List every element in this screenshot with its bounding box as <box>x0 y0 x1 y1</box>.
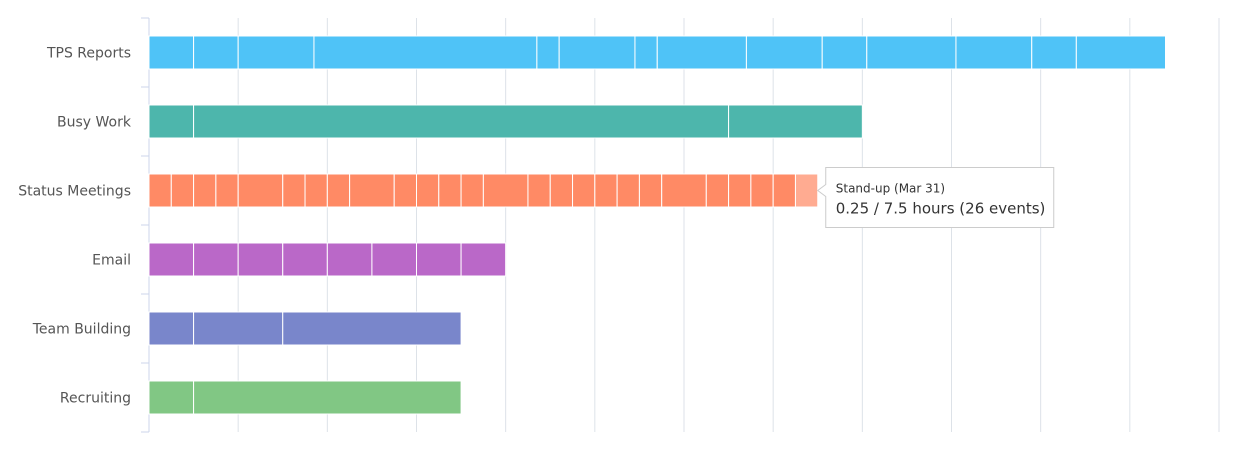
bar-segment[interactable] <box>148 311 195 346</box>
bar-segment[interactable] <box>148 380 195 415</box>
bar-area <box>148 35 1167 415</box>
bar-segment[interactable] <box>482 173 529 208</box>
bar-segment[interactable] <box>438 173 462 208</box>
bar-segment[interactable] <box>728 104 863 139</box>
bar-segment[interactable] <box>821 35 868 70</box>
category-label: Busy Work <box>57 115 132 131</box>
tooltip-title: Stand-up (Mar 31) <box>836 182 945 196</box>
bar-segment[interactable] <box>148 173 172 208</box>
bar-segment[interactable] <box>148 104 195 139</box>
bar-segment[interactable] <box>237 35 315 70</box>
bar-segment[interactable] <box>661 173 707 208</box>
bar-segment[interactable] <box>416 242 462 277</box>
category-label: Status Meetings <box>18 184 131 200</box>
bar-segment[interactable] <box>193 104 730 139</box>
bar-segment[interactable] <box>282 173 306 208</box>
grid-lines <box>237 18 1220 432</box>
category-label: Email <box>92 253 131 269</box>
bar-segment[interactable] <box>304 173 328 208</box>
bar-segment[interactable] <box>460 242 507 277</box>
category-axis: TPS Reports Busy Work Status Meetings Email… <box>18 17 150 433</box>
bar-segment[interactable] <box>594 173 618 208</box>
bar-segment[interactable] <box>313 35 538 70</box>
bar-segment[interactable] <box>638 173 663 208</box>
bar-segment[interactable] <box>193 380 462 415</box>
bar-segment[interactable] <box>237 242 284 277</box>
bar-segment[interactable] <box>705 173 730 208</box>
bar-segment[interactable] <box>393 173 418 208</box>
bar-segment[interactable] <box>536 35 560 70</box>
tooltip-background <box>816 167 1055 228</box>
bar-segment[interactable] <box>527 173 551 208</box>
bar-segment[interactable] <box>193 311 284 346</box>
bar-segment[interactable] <box>416 173 440 208</box>
tooltip-value: 0.25 / 7.5 hours (26 events) <box>836 200 1046 218</box>
bar-segment[interactable] <box>193 35 239 70</box>
bar-segment[interactable] <box>866 35 957 70</box>
bar-segment[interactable] <box>1031 35 1077 70</box>
bar-segment[interactable] <box>572 173 596 208</box>
bar-segment[interactable] <box>326 242 373 277</box>
bar-segment[interactable] <box>616 173 640 208</box>
bar-segment[interactable] <box>728 173 752 208</box>
bar-segment[interactable] <box>794 173 819 208</box>
bar-segment[interactable] <box>282 242 328 277</box>
bar-segment[interactable] <box>282 311 462 346</box>
bar-segment[interactable] <box>349 173 395 208</box>
bar-segment[interactable] <box>371 242 417 277</box>
bar-segment[interactable] <box>745 35 823 70</box>
bar-segment[interactable] <box>656 35 747 70</box>
bar-segment[interactable] <box>215 173 239 208</box>
bar-segment[interactable] <box>460 173 484 208</box>
category-label: Recruiting <box>60 391 131 407</box>
bar-segment[interactable] <box>326 173 351 208</box>
bar-segment[interactable] <box>549 173 574 208</box>
bar-segment[interactable] <box>170 173 195 208</box>
category-label: TPS Reports <box>46 46 131 62</box>
bar-segment[interactable] <box>237 173 284 208</box>
bar-segment[interactable] <box>193 173 217 208</box>
category-label: Team Building <box>32 322 131 338</box>
bar-segment[interactable] <box>634 35 658 70</box>
bar-segment[interactable] <box>772 173 796 208</box>
bar-segment[interactable] <box>148 242 195 277</box>
bar-segment[interactable] <box>148 35 195 70</box>
bar-segment[interactable] <box>558 35 636 70</box>
bar-segment[interactable] <box>955 35 1033 70</box>
bar-segment[interactable] <box>193 242 239 277</box>
bar-segment[interactable] <box>750 173 774 208</box>
tooltip: Stand-up (Mar 31) 0.25 / 7.5 hours (26 e… <box>816 167 1055 228</box>
bar-segment[interactable] <box>1075 35 1167 70</box>
